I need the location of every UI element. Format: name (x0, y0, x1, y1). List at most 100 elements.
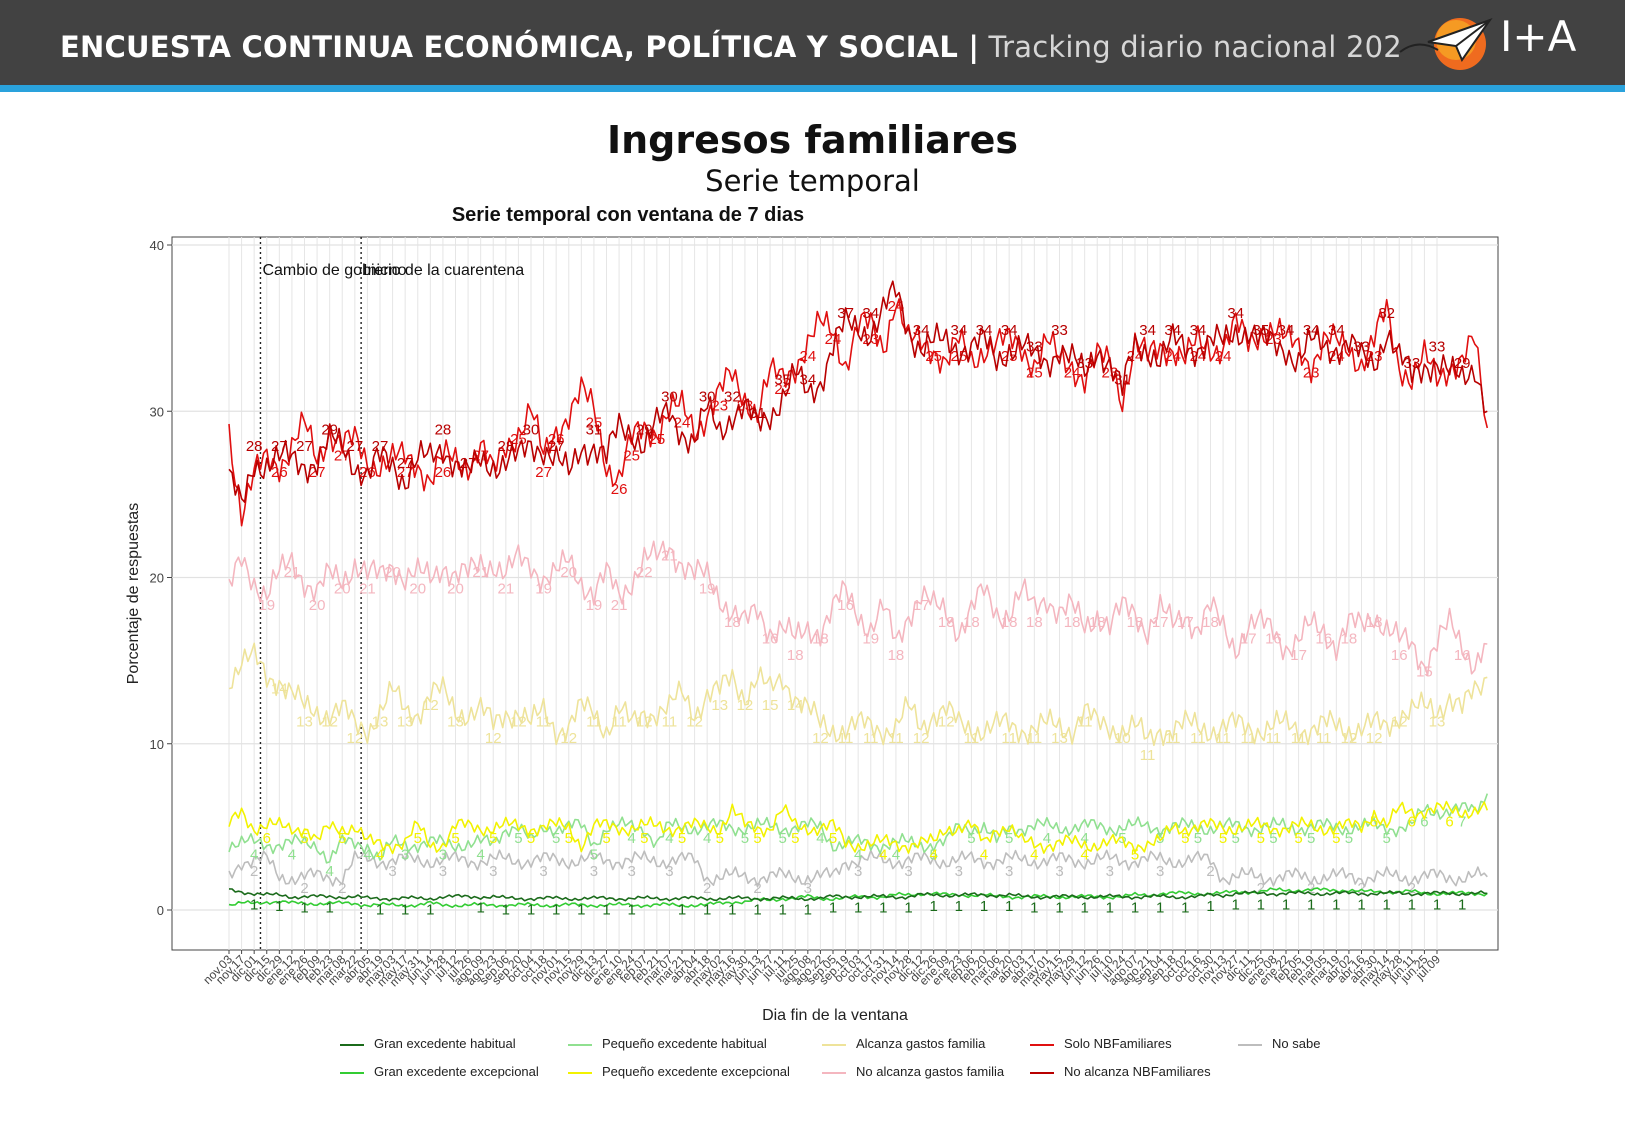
data-label-no_alcanza_gastos: 18 (1341, 630, 1358, 647)
header-title-main: ENCUESTA CONTINUA ECONÓMICA, POLÍTICA Y … (60, 30, 980, 64)
data-label-no_alcanza_nb: 34 (1164, 322, 1181, 339)
plot-title: Serie temporal con ventana de 7 dias (451, 204, 805, 226)
data-label-gran_habitual: 1 (904, 900, 912, 917)
data-label-no_alcanza_gastos: 19 (586, 597, 603, 614)
data-label-peq_excepcional: 5 (1294, 830, 1302, 847)
legend-item-peq_excepcional: Pequeño excedente excepcional (568, 1064, 790, 1079)
data-label-no_sabe: 3 (539, 863, 547, 880)
data-label-no_sabe: 2 (1257, 880, 1265, 897)
data-label-gran_habitual: 1 (1005, 898, 1013, 915)
data-label-no_alcanza_nb: 33 (1051, 322, 1068, 339)
data-label-no_sabe: 2 (338, 880, 346, 897)
data-label-alcanza: 11 (1316, 730, 1332, 747)
line-chart: 010203040nov.03nov.17dic.01dic.15dic.29e… (125, 236, 1499, 1024)
data-label-solo_nb: 25 (648, 431, 665, 448)
data-label-gran_habitual: 1 (1206, 898, 1214, 915)
data-label-peq_excepcional: 5 (829, 830, 837, 847)
data-label-no_alcanza_gastos: 15 (1416, 664, 1433, 681)
data-label-no_alcanza_nb: 30 (661, 388, 678, 405)
data-label-alcanza: 12 (938, 714, 955, 731)
legend-swatch (822, 1043, 846, 1046)
data-label-peq_excepcional: 5 (640, 830, 648, 847)
data-label-gran_habitual: 1 (502, 901, 510, 918)
data-label-peq_habitual: 4 (325, 863, 333, 880)
data-label-alcanza: 12 (737, 697, 754, 714)
data-label-gran_habitual: 1 (275, 898, 283, 915)
data-label-peq_excepcional: 4 (879, 847, 887, 864)
data-label-peq_habitual: 4 (854, 847, 862, 864)
data-label-no_alcanza_nb: 33 (1076, 355, 1093, 372)
data-label-alcanza: 13 (447, 714, 464, 731)
data-label-solo_nb: 27 (334, 448, 351, 465)
data-label-no_alcanza_nb: 34 (1303, 322, 1320, 339)
data-label-no_alcanza_gastos: 21 (497, 581, 514, 598)
data-label-no_alcanza_gastos: 18 (1089, 614, 1106, 631)
data-label-alcanza: 13 (296, 714, 313, 731)
data-label-gran_habitual: 1 (1307, 896, 1315, 913)
data-label-alcanza: 13 (372, 714, 389, 731)
data-label-gran_habitual: 1 (401, 901, 409, 918)
data-label-alcanza: 11 (1266, 730, 1282, 747)
data-label-solo_nb: 24 (888, 298, 905, 315)
data-label-peq_habitual: 5 (1194, 830, 1202, 847)
data-label-no_alcanza_gastos: 20 (309, 597, 326, 614)
data-label-no_sabe: 3 (854, 863, 862, 880)
data-label-no_alcanza_gastos: 16 (1391, 647, 1408, 664)
data-label-peq_excepcional: 5 (753, 830, 761, 847)
data-label-peq_habitual: 5 (1156, 830, 1164, 847)
data-label-alcanza: 11 (662, 714, 678, 731)
data-label-no_sabe: 2 (250, 863, 258, 880)
data-label-alcanza: 13 (397, 714, 414, 731)
data-label-solo_nb: 26 (435, 464, 452, 481)
data-label-alcanza: 12 (1341, 730, 1358, 747)
data-label-no_alcanza_nb: 34 (1328, 322, 1345, 339)
data-label-gran_habitual: 1 (728, 901, 736, 918)
data-label-peq_excepcional: 4 (1080, 847, 1088, 864)
data-label-no_sabe: 2 (1206, 863, 1214, 880)
legend-label: Gran excedente habitual (374, 1036, 516, 1051)
legend-label: No sabe (1272, 1036, 1321, 1051)
data-label-no_alcanza_nb: 28 (497, 438, 514, 455)
paper-plane-logo-icon (1399, 18, 1493, 70)
legend-swatch (568, 1043, 592, 1046)
data-label-gran_habitual: 1 (955, 898, 963, 915)
data-label-alcanza: 11 (1240, 730, 1256, 747)
data-label-peq_excepcional: 5 (1131, 847, 1139, 864)
data-label-peq_excepcional: 5 (791, 830, 799, 847)
data-label-alcanza: 12 (913, 730, 930, 747)
data-label-no_sabe: 2 (300, 880, 308, 897)
data-label-alcanza: 11 (611, 714, 627, 731)
data-label-solo_nb: 26 (271, 464, 288, 481)
data-label-gran_habitual: 1 (476, 900, 484, 917)
data-label-peq_excepcional: 5 (1181, 830, 1189, 847)
data-label-alcanza: 15 (762, 697, 779, 714)
data-label-no_sabe: 2 (1307, 880, 1315, 897)
header-accent-line (0, 85, 1625, 92)
data-label-peq_habitual: 5 (552, 830, 560, 847)
data-label-gran_habitual: 1 (703, 901, 711, 918)
data-label-no_alcanza_nb: 34 (976, 322, 993, 339)
data-label-alcanza: 12 (485, 730, 502, 747)
data-label-peq_excepcional: 4 (980, 847, 988, 864)
data-label-peq_excepcional: 6 (263, 830, 271, 847)
x-axis-label: Dia fin de la ventana (762, 1007, 908, 1024)
data-label-no_sabe: 3 (904, 863, 912, 880)
legend-label: Alcanza gastos familia (856, 1036, 986, 1051)
data-label-gran_habitual: 1 (879, 900, 887, 917)
legend-swatch (1030, 1071, 1054, 1074)
series-line-no_alcanza_gastos (228, 540, 1488, 676)
data-label-gran_habitual: 1 (527, 901, 535, 918)
data-label-peq_habitual: 5 (1231, 830, 1239, 847)
data-label-gran_habitual: 1 (602, 901, 610, 918)
legend-item-no_alcanza_gastos: No alcanza gastos familia (822, 1064, 1004, 1079)
data-label-peq_habitual: 4 (1080, 830, 1088, 847)
data-label-no_alcanza_gastos: 18 (787, 647, 804, 664)
legend-item-no_sabe: No sabe (1238, 1036, 1320, 1051)
data-label-alcanza: 12 (812, 730, 829, 747)
data-label-peq_excepcional: 5 (414, 830, 422, 847)
legend-swatch (340, 1071, 364, 1074)
data-label-alcanza: 11 (1291, 730, 1307, 747)
data-label-no_alcanza_gastos: 17 (913, 597, 930, 614)
header-bar (0, 0, 1625, 85)
y-tick-label: 30 (150, 404, 164, 419)
